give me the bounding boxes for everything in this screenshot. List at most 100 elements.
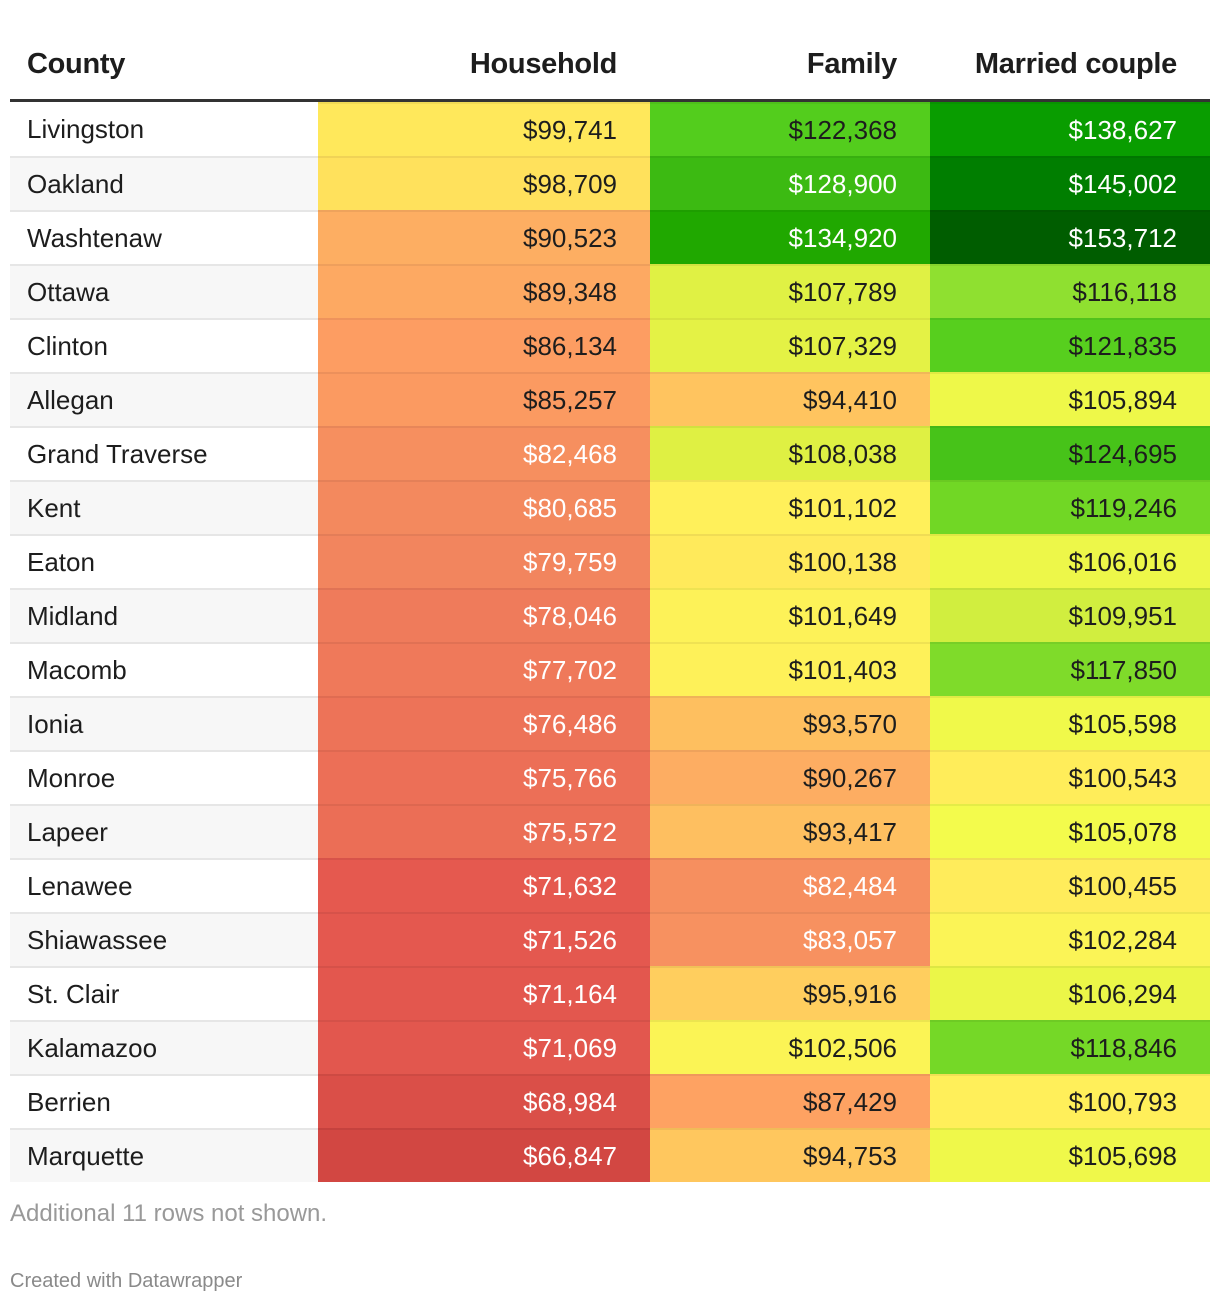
cell-household: $71,164 (318, 966, 650, 1020)
cell-family: $101,403 (650, 642, 930, 696)
cell-household: $71,069 (318, 1020, 650, 1074)
column-header-county[interactable]: County (27, 48, 126, 80)
cell-family: $134,920 (650, 210, 930, 264)
cell-county: Clinton (10, 318, 318, 372)
cell-married-couple: $118,846 (930, 1020, 1210, 1074)
cell-family: $122,368 (650, 102, 930, 156)
cell-county: Eaton (10, 534, 318, 588)
table-row: Lapeer $75,572 $93,417 $105,078 (10, 804, 1210, 858)
table-row: Eaton $79,759 $100,138 $106,016 (10, 534, 1210, 588)
cell-county: Allegan (10, 372, 318, 426)
cell-household: $66,847 (318, 1128, 650, 1182)
cell-married-couple: $109,951 (930, 588, 1210, 642)
table-row: Lenawee $71,632 $82,484 $100,455 (10, 858, 1210, 912)
cell-family: $101,102 (650, 480, 930, 534)
column-header-family[interactable]: Family (806, 48, 897, 80)
cell-married-couple: $106,294 (930, 966, 1210, 1020)
cell-county: Berrien (10, 1074, 318, 1128)
table-row: Shiawassee $71,526 $83,057 $102,284 (10, 912, 1210, 966)
cell-county: Washtenaw (10, 210, 318, 264)
cell-county: Monroe (10, 750, 318, 804)
cell-county: Ottawa (10, 264, 318, 318)
cell-household: $82,468 (318, 426, 650, 480)
cell-married-couple: $121,835 (930, 318, 1210, 372)
cell-married-couple: $153,712 (930, 210, 1210, 264)
cell-household: $78,046 (318, 588, 650, 642)
table-row: Marquette $66,847 $94,753 $105,698 (10, 1128, 1210, 1182)
cell-household: $86,134 (318, 318, 650, 372)
cell-household: $71,632 (318, 858, 650, 912)
cell-county: Ionia (10, 696, 318, 750)
cell-household: $75,766 (318, 750, 650, 804)
table-row: Macomb $77,702 $101,403 $117,850 (10, 642, 1210, 696)
cell-family: $94,753 (650, 1128, 930, 1182)
cell-family: $107,789 (650, 264, 930, 318)
cell-married-couple: $105,598 (930, 696, 1210, 750)
cell-family: $95,916 (650, 966, 930, 1020)
cell-county: Oakland (10, 156, 318, 210)
table-row: St. Clair $71,164 $95,916 $106,294 (10, 966, 1210, 1020)
cell-household: $79,759 (318, 534, 650, 588)
cell-family: $108,038 (650, 426, 930, 480)
cell-married-couple: $100,793 (930, 1074, 1210, 1128)
cell-married-couple: $116,118 (930, 264, 1210, 318)
cell-married-couple: $106,016 (930, 534, 1210, 588)
table-row: Kalamazoo $71,069 $102,506 $118,846 (10, 1020, 1210, 1074)
cell-married-couple: $117,850 (930, 642, 1210, 696)
cell-family: $93,417 (650, 804, 930, 858)
cell-family: $82,484 (650, 858, 930, 912)
cell-household: $77,702 (318, 642, 650, 696)
table-row: Livingston $99,741 $122,368 $138,627 (10, 102, 1210, 156)
cell-married-couple: $100,543 (930, 750, 1210, 804)
cell-household: $89,348 (318, 264, 650, 318)
cell-family: $102,506 (650, 1020, 930, 1074)
cell-household: $85,257 (318, 372, 650, 426)
cell-family: $87,429 (650, 1074, 930, 1128)
cell-household: $75,572 (318, 804, 650, 858)
table-header: County Household Family Married couple (10, 0, 1210, 102)
cell-household: $71,526 (318, 912, 650, 966)
cell-county: Grand Traverse (10, 426, 318, 480)
credit-link[interactable]: Created with Datawrapper (10, 1270, 243, 1292)
cell-household: $80,685 (318, 480, 650, 534)
table-row: Berrien $68,984 $87,429 $100,793 (10, 1074, 1210, 1128)
table-row: Ottawa $89,348 $107,789 $116,118 (10, 264, 1210, 318)
cell-county: Macomb (10, 642, 318, 696)
cell-county: Kalamazoo (10, 1020, 318, 1074)
cell-married-couple: $138,627 (930, 102, 1210, 156)
table-row: Midland $78,046 $101,649 $109,951 (10, 588, 1210, 642)
table-row: Allegan $85,257 $94,410 $105,894 (10, 372, 1210, 426)
cell-family: $100,138 (650, 534, 930, 588)
cell-county: Lenawee (10, 858, 318, 912)
cell-family: $107,329 (650, 318, 930, 372)
cell-household: $90,523 (318, 210, 650, 264)
cell-married-couple: $105,698 (930, 1128, 1210, 1182)
cell-married-couple: $119,246 (930, 480, 1210, 534)
table-body: Livingston $99,741 $122,368 $138,627 Oakland… (10, 102, 1210, 1182)
cell-household: $98,709 (318, 156, 650, 210)
cell-county: Livingston (27, 113, 145, 144)
cell-married-couple: $145,002 (930, 156, 1210, 210)
cell-county: St. Clair (10, 966, 318, 1020)
cell-county: Lapeer (10, 804, 318, 858)
cell-family: $93,570 (650, 696, 930, 750)
table-row: Monroe $75,766 $90,267 $100,543 (10, 750, 1210, 804)
cell-family: $90,267 (650, 750, 930, 804)
cell-family: $101,649 (650, 588, 930, 642)
table-row: Clinton $86,134 $107,329 $121,835 (10, 318, 1210, 372)
cell-married-couple: $124,695 (930, 426, 1210, 480)
column-header-married-couple[interactable]: Married couple (974, 48, 1177, 80)
cell-married-couple: $105,078 (930, 804, 1210, 858)
cell-county: Kent (10, 480, 318, 534)
table-row: Kent $80,685 $101,102 $119,246 (10, 480, 1210, 534)
cell-family: $94,410 (650, 372, 930, 426)
cell-county: Marquette (10, 1128, 318, 1182)
cell-family: $128,900 (650, 156, 930, 210)
table-row: Oakland $98,709 $128,900 $145,002 (10, 156, 1210, 210)
cell-household: $68,984 (318, 1074, 650, 1128)
cell-married-couple: $105,894 (930, 372, 1210, 426)
cell-household: $99,741 (318, 102, 650, 156)
column-header-household[interactable]: Household (469, 48, 617, 80)
cell-county: Shiawassee (10, 912, 318, 966)
table-row: Washtenaw $90,523 $134,920 $153,712 (10, 210, 1210, 264)
